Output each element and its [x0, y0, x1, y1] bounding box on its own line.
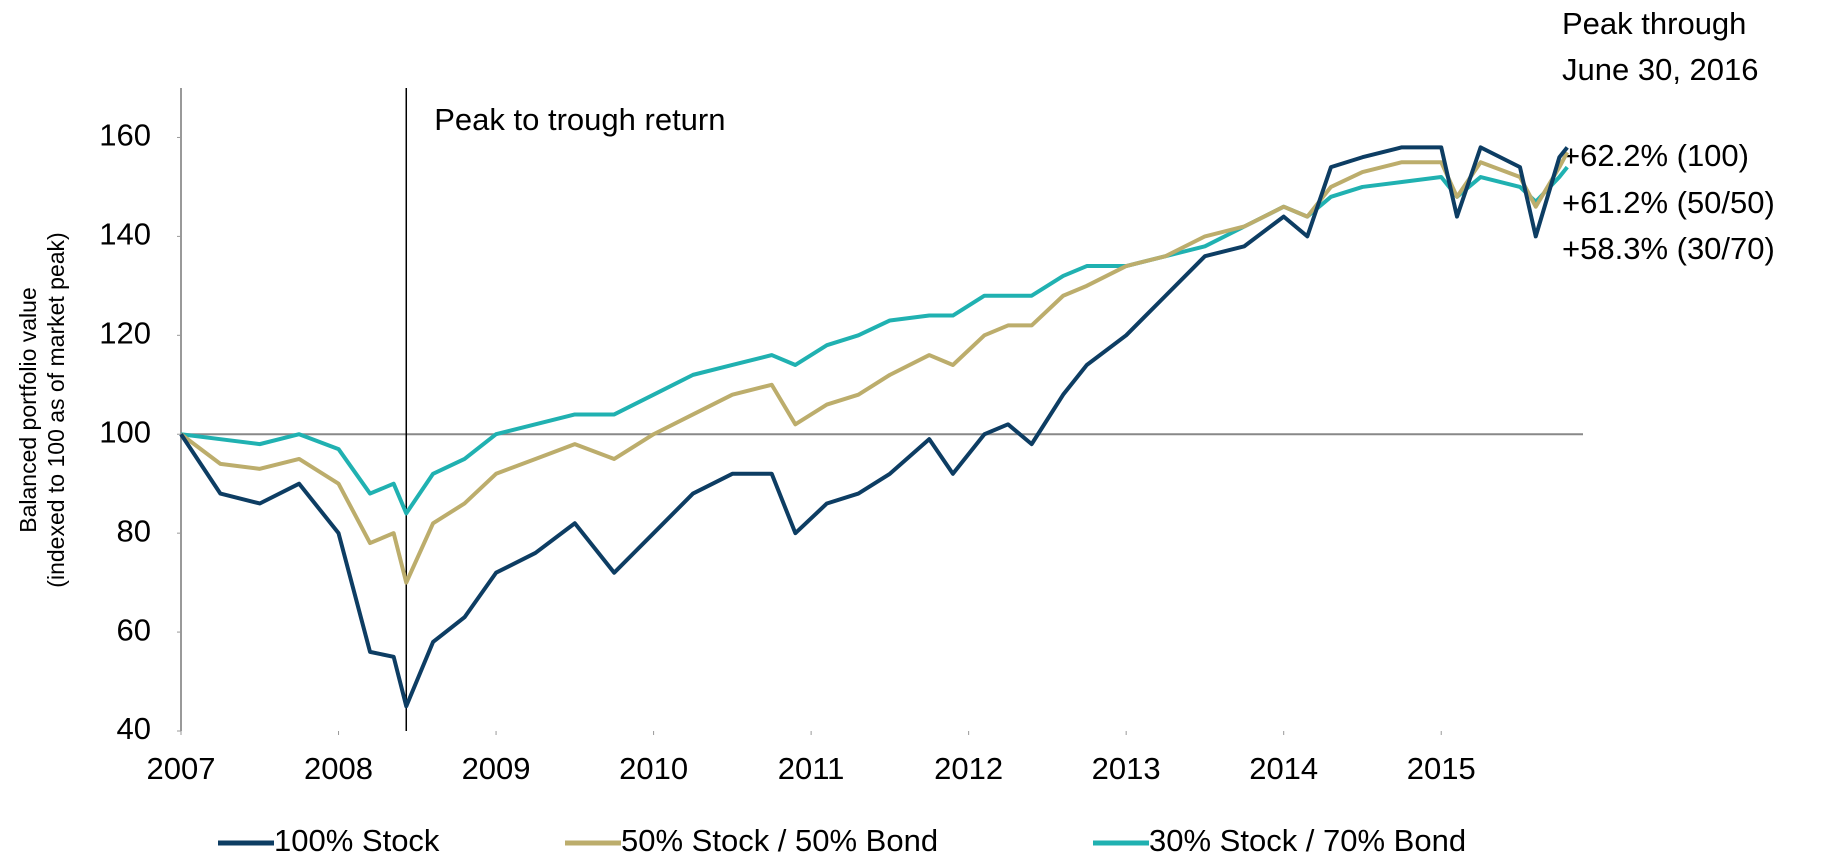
x-tick-label: 2011	[778, 751, 845, 786]
x-tick-label: 2014	[1249, 751, 1318, 786]
x-tick-label: 2007	[147, 751, 216, 786]
legend-label: 100% Stock	[274, 823, 440, 858]
side-note-line: +58.3% (30/70)	[1562, 231, 1775, 266]
x-tick-label: 2010	[619, 751, 688, 786]
y-tick-label: 80	[117, 513, 151, 548]
side-note-line: +61.2% (50/50)	[1562, 185, 1775, 220]
side-note-title: Peak through	[1562, 6, 1746, 41]
annotation: Peak to trough return	[434, 102, 725, 137]
series-line	[179, 145, 1569, 709]
x-tick-label: 2013	[1092, 751, 1161, 786]
side-note-title: June 30, 2016	[1562, 52, 1759, 87]
y-tick-label: 140	[99, 217, 151, 252]
side-note-line: +62.2% (100)	[1562, 138, 1749, 173]
x-tick-label: 2009	[462, 751, 531, 786]
series-line	[179, 151, 1570, 585]
y-axis-label: (indexed to 100 as of market peak)	[43, 232, 69, 587]
y-axis-label: Balanced portfolio value	[15, 287, 41, 533]
y-tick-label: 120	[99, 315, 151, 350]
y-tick-label: 100	[99, 414, 151, 449]
y-tick-label: 60	[117, 612, 151, 647]
y-tick-label: 40	[117, 711, 151, 746]
x-tick-label: 2015	[1407, 751, 1476, 786]
legend-label: 50% Stock / 50% Bond	[621, 823, 938, 858]
y-tick-label: 160	[99, 118, 151, 153]
x-tick-label: 2012	[934, 751, 1003, 786]
series-line	[180, 165, 1569, 516]
x-tick-label: 2008	[304, 751, 373, 786]
legend-label: 30% Stock / 70% Bond	[1149, 823, 1466, 858]
